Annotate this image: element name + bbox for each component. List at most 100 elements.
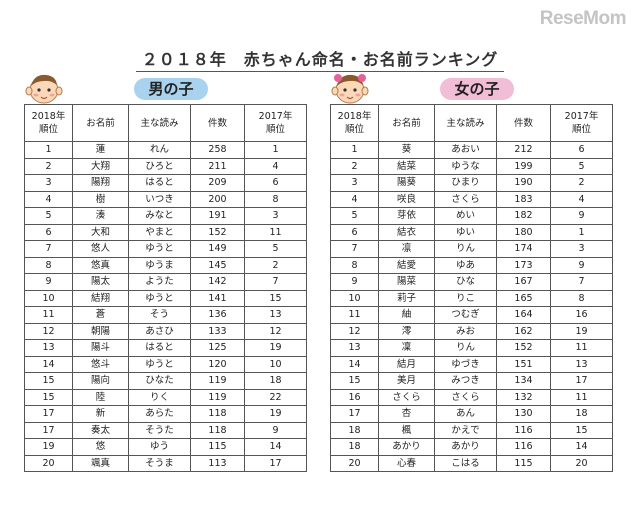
cell-rank-2017: 7 bbox=[550, 273, 613, 291]
cell-count: 167 bbox=[496, 273, 551, 291]
cell-reading: はると bbox=[128, 339, 191, 357]
cell-count: 145 bbox=[190, 256, 245, 274]
cell-count: 119 bbox=[190, 372, 245, 390]
cell-name: 芽依 bbox=[378, 207, 435, 225]
cell-reading: そうた bbox=[128, 421, 191, 439]
cell-name: 結翔 bbox=[72, 289, 129, 307]
table-row: 2 大翔 ひろと 211 4 bbox=[24, 157, 307, 175]
cell-rank: 10 bbox=[330, 289, 379, 307]
cell-name: 咲良 bbox=[378, 190, 435, 208]
cell-reading: ようた bbox=[128, 273, 191, 291]
cell-reading: つむぎ bbox=[434, 306, 497, 324]
table-row: 15 陸りく 119 22 bbox=[24, 388, 307, 406]
table-header-row: 2018年 順位 お名前 主な読み 件数 2017年 順位 bbox=[330, 104, 613, 142]
cell-rank: 11 bbox=[330, 306, 379, 324]
cell-count: 125 bbox=[190, 339, 245, 357]
cell-rank-2017: 10 bbox=[244, 355, 307, 373]
table-row: 17 新あらた 118 19 bbox=[24, 405, 307, 423]
cell-name: 蒼 bbox=[72, 306, 129, 324]
cell-reading: れん bbox=[128, 141, 191, 159]
cell-name: 悠人 bbox=[72, 240, 129, 258]
cell-count: 152 bbox=[190, 223, 245, 241]
cell-count: 142 bbox=[190, 273, 245, 291]
cell-rank-2017: 11 bbox=[550, 388, 613, 406]
header-rank-2017-line2: 順位 bbox=[265, 124, 285, 135]
cell-rank: 6 bbox=[24, 223, 73, 241]
cell-name: 結月 bbox=[378, 355, 435, 373]
cell-rank: 11 bbox=[24, 306, 73, 324]
table-row: 9 陽菜 ひな 167 7 bbox=[330, 273, 613, 291]
cell-count: 136 bbox=[190, 306, 245, 324]
cell-rank: 1 bbox=[24, 141, 73, 159]
table-row: 8 悠真 ゆうま 145 2 bbox=[24, 256, 307, 274]
cell-count: 180 bbox=[496, 223, 551, 241]
cell-rank-2017: 18 bbox=[550, 405, 613, 423]
cell-count: 164 bbox=[496, 306, 551, 324]
table-row: 13 陽斗 はると 125 19 bbox=[24, 339, 307, 357]
table-row: 3 陽葵 ひまり 190 2 bbox=[330, 174, 613, 192]
table-row: 10 莉子 りこ 165 8 bbox=[330, 289, 613, 307]
cell-rank: 2 bbox=[330, 157, 379, 175]
cell-count: 212 bbox=[496, 141, 551, 159]
table-row: 12 澪みお 162 19 bbox=[330, 322, 613, 340]
cell-name: 杏 bbox=[378, 405, 435, 423]
cell-reading: ゆうま bbox=[128, 256, 191, 274]
table-row: 8 結愛 ゆあ 173 9 bbox=[330, 256, 613, 274]
cell-count: 132 bbox=[496, 388, 551, 406]
cell-rank-2017: 14 bbox=[550, 438, 613, 456]
title-area: ２０１８年 赤ちゃん命名・お名前ランキング bbox=[0, 46, 640, 72]
cell-name: 凛 bbox=[378, 240, 435, 258]
cell-rank: 15 bbox=[330, 372, 379, 390]
cell-rank: 12 bbox=[330, 322, 379, 340]
cell-name: あかり bbox=[378, 438, 435, 456]
table-row: 20 心春 こはる 115 20 bbox=[330, 454, 613, 472]
cell-name: 結衣 bbox=[378, 223, 435, 241]
cell-rank: 18 bbox=[330, 421, 379, 439]
cell-count: 199 bbox=[496, 157, 551, 175]
cell-rank-2017: 4 bbox=[550, 190, 613, 208]
cell-rank-2017: 18 bbox=[244, 372, 307, 390]
cell-reading: はると bbox=[128, 174, 191, 192]
header-reading: 主な読み bbox=[128, 104, 191, 142]
table-row: 15 美月 みつき 134 17 bbox=[330, 372, 613, 390]
table-row: 18 あかり あかり 116 14 bbox=[330, 438, 613, 456]
cell-name: 結菜 bbox=[378, 157, 435, 175]
cell-rank: 14 bbox=[330, 355, 379, 373]
header-rank-2018: 2018年 順位 bbox=[330, 104, 379, 142]
cell-reading: さくら bbox=[434, 190, 497, 208]
cell-rank: 15 bbox=[24, 388, 73, 406]
cell-reading: あん bbox=[434, 405, 497, 423]
cell-rank: 9 bbox=[330, 273, 379, 291]
cell-name: 澪 bbox=[378, 322, 435, 340]
cell-reading: ゆい bbox=[434, 223, 497, 241]
table-row: 17 奏太 そうた 118 9 bbox=[24, 421, 307, 439]
cell-rank: 17 bbox=[24, 421, 73, 439]
table-row: 6 結衣 ゆい 180 1 bbox=[330, 223, 613, 241]
cell-name: 大翔 bbox=[72, 157, 129, 175]
table-row: 1 葵あおい 212 6 bbox=[330, 141, 613, 159]
cell-name: 陽菜 bbox=[378, 273, 435, 291]
cell-count: 119 bbox=[190, 388, 245, 406]
cell-reading: みつき bbox=[434, 372, 497, 390]
cell-count: 165 bbox=[496, 289, 551, 307]
table-row: 14 結月 ゆづき 151 13 bbox=[330, 355, 613, 373]
table-row: 4 咲良 さくら 183 4 bbox=[330, 190, 613, 208]
cell-rank-2017: 6 bbox=[550, 141, 613, 159]
cell-name: 莉子 bbox=[378, 289, 435, 307]
cell-reading: ゆうな bbox=[434, 157, 497, 175]
cell-reading: あさひ bbox=[128, 322, 191, 340]
header-rank-2018-line1: 2018年 bbox=[31, 111, 66, 122]
cell-name: 樹 bbox=[72, 190, 129, 208]
cell-name: 大和 bbox=[72, 223, 129, 241]
cell-rank: 20 bbox=[330, 454, 379, 472]
cell-count: 134 bbox=[496, 372, 551, 390]
girls-header: 女の子 bbox=[330, 68, 612, 108]
cell-rank: 18 bbox=[330, 438, 379, 456]
table-row: 7 悠人 ゆうと 149 5 bbox=[24, 240, 307, 258]
cell-rank-2017: 6 bbox=[244, 174, 307, 192]
cell-rank-2017: 3 bbox=[550, 240, 613, 258]
cell-name: 陽翔 bbox=[72, 174, 129, 192]
cell-rank: 15 bbox=[24, 372, 73, 390]
cell-reading: そうま bbox=[128, 454, 191, 472]
cell-rank-2017: 19 bbox=[550, 322, 613, 340]
